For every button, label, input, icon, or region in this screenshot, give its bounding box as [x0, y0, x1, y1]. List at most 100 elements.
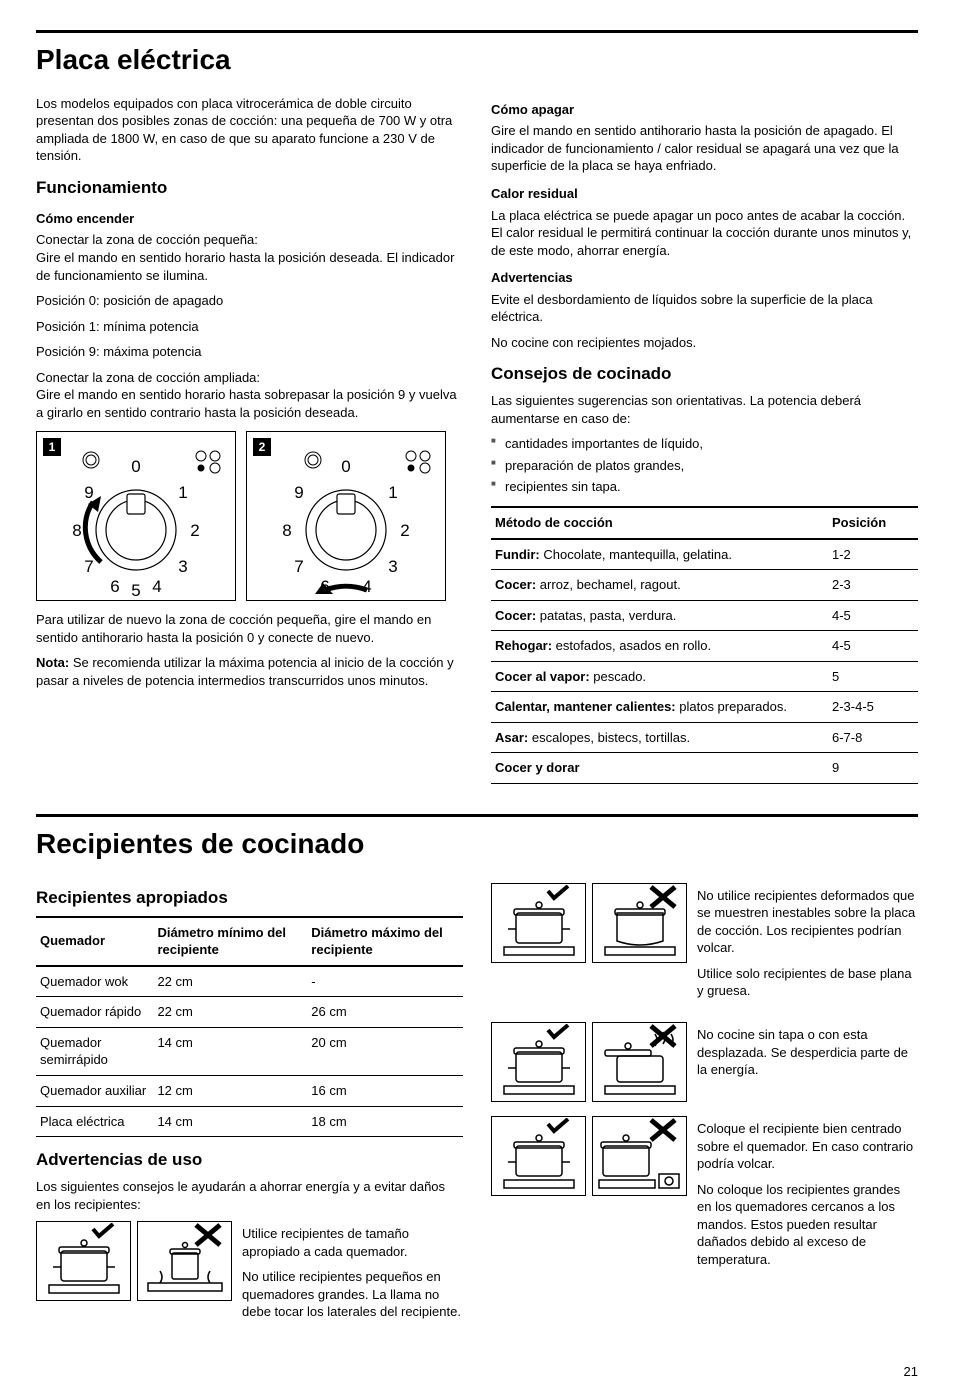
page-number: 21	[36, 1363, 918, 1381]
amp-p2: Gire el mando en sentido horario hasta s…	[36, 386, 463, 421]
svg-text:2: 2	[400, 521, 409, 540]
position-cell: 4-5	[828, 600, 918, 631]
table-row: Quemador wok22 cm-	[36, 966, 463, 997]
tip-row-4: Coloque el recipiente bien centrado sobr…	[491, 1116, 918, 1276]
table-row: Quemador auxiliar12 cm16 cm	[36, 1075, 463, 1106]
tip-row-3: No cocine sin tapa o con esta desplazada…	[491, 1022, 918, 1102]
position-cell: 9	[828, 753, 918, 784]
burner-cell: Placa eléctrica	[36, 1106, 153, 1137]
adv2: No cocine con recipientes mojados.	[491, 334, 918, 352]
section-divider	[36, 30, 918, 33]
amp-p1: Conectar la zona de cocción ampliada:	[36, 369, 463, 387]
svg-text:8: 8	[282, 521, 291, 540]
section2-title: Recipientes de cocinado	[36, 825, 918, 863]
table-row: Cocer: patatas, pasta, verdura.4-5	[491, 600, 918, 631]
burner-cell: Quemador auxiliar	[36, 1075, 153, 1106]
burner-cell: 14 cm	[153, 1027, 307, 1075]
burner-cell: 12 cm	[153, 1075, 307, 1106]
table-row: Cocer al vapor: pescado.5	[491, 661, 918, 692]
dial-2-badge: 2	[253, 438, 271, 456]
svg-text:5: 5	[131, 581, 140, 598]
dial-1-badge: 1	[43, 438, 61, 456]
h-funcionamiento: Funcionamiento	[36, 177, 463, 200]
burner-table: Quemador Diámetro mínimo del recipiente …	[36, 916, 463, 1137]
table-row: Rehogar: estofados, asados en rollo.4-5	[491, 631, 918, 662]
section2-left-col: Recipientes apropiados Quemador Diámetro…	[36, 875, 463, 1343]
tip-row-2: No utilice recipientes deformados que se…	[491, 883, 918, 1008]
intro-text: Los modelos equipados con placa vitrocer…	[36, 95, 463, 165]
burner-cell: 26 cm	[307, 997, 463, 1028]
dial-1-icon: 0 1 2 3 4 5 6 7 8 9	[43, 442, 229, 598]
table-row: Fundir: Chocolate, mantequilla, gelatina…	[491, 539, 918, 570]
svg-text:1: 1	[178, 483, 187, 502]
th-metodo: Método de cocción	[491, 507, 828, 539]
method-cell: Calentar, mantener calientes: platos pre…	[491, 692, 828, 723]
nota-label: Nota:	[36, 655, 73, 670]
h-recipientes-apropiados: Recipientes apropiados	[36, 887, 463, 910]
after-dial-text: Para utilizar de nuevo la zona de cocció…	[36, 611, 463, 646]
method-cell: Cocer: patatas, pasta, verdura.	[491, 600, 828, 631]
off-text: Gire el mando en sentido antihorario has…	[491, 122, 918, 175]
table-row: Quemador rápido22 cm26 cm	[36, 997, 463, 1028]
svg-text:9: 9	[294, 483, 303, 502]
nota-text: Se recomienda utilizar la máxima potenci…	[36, 655, 454, 688]
h-apagar: Cómo apagar	[491, 101, 918, 119]
th-posicion: Posición	[828, 507, 918, 539]
dial-1-box: 1 0 1 2 3 4 5 6 7	[36, 431, 236, 601]
method-cell: Cocer al vapor: pescado.	[491, 661, 828, 692]
method-cell: Rehogar: estofados, asados en rollo.	[491, 631, 828, 662]
table-row: Quemador semirrápido14 cm20 cm	[36, 1027, 463, 1075]
svg-text:4: 4	[152, 577, 161, 596]
table-row: Asar: escalopes, bistecs, tortillas.6-7-…	[491, 722, 918, 753]
th-quemador: Quemador	[36, 917, 153, 966]
tip2-no-icon	[592, 883, 687, 963]
burner-cell: 14 cm	[153, 1106, 307, 1137]
section1-title: Placa eléctrica	[36, 41, 918, 79]
tip3-no-icon	[592, 1022, 687, 1102]
svg-text:7: 7	[294, 557, 303, 576]
svg-text:3: 3	[178, 557, 187, 576]
position-cell: 2-3	[828, 570, 918, 601]
res-text: La placa eléctrica se puede apagar un po…	[491, 207, 918, 260]
tip4b: No coloque los recipientes grandes en lo…	[697, 1181, 918, 1269]
h-advertencias-uso: Advertencias de uso	[36, 1149, 463, 1172]
tip4-yes-icon	[491, 1116, 586, 1196]
table-row: Cocer: arroz, bechamel, ragout.2-3	[491, 570, 918, 601]
burner-cell: 20 cm	[307, 1027, 463, 1075]
svg-text:8: 8	[72, 521, 81, 540]
svg-text:3: 3	[388, 557, 397, 576]
burner-cell: Quemador semirrápido	[36, 1027, 153, 1075]
tip3: No cocine sin tapa o con esta desplazada…	[697, 1026, 918, 1079]
svg-text:9: 9	[84, 483, 93, 502]
method-cell: Asar: escalopes, bistecs, tortillas.	[491, 722, 828, 753]
cons-bullets: cantidades importantes de líquido, prepa…	[491, 435, 918, 496]
method-cell: Fundir: Chocolate, mantequilla, gelatina…	[491, 539, 828, 570]
section2-divider	[36, 814, 918, 817]
tip3-yes-icon	[491, 1022, 586, 1102]
on-p1: Conectar la zona de cocción pequeña:	[36, 231, 463, 249]
burner-cell: 18 cm	[307, 1106, 463, 1137]
position-cell: 5	[828, 661, 918, 692]
position-cell: 4-5	[828, 631, 918, 662]
tip1a: Utilice recipientes de tamaño apropiado …	[242, 1225, 463, 1260]
adv1: Evite el desbordamiento de líquidos sobr…	[491, 291, 918, 326]
h-encender: Cómo encender	[36, 210, 463, 228]
section2-right-col: No utilice recipientes deformados que se…	[491, 875, 918, 1343]
h-calor-residual: Calor residual	[491, 185, 918, 203]
burner-cell: 22 cm	[153, 997, 307, 1028]
bullet-1: cantidades importantes de líquido,	[491, 435, 918, 453]
table-row: Calentar, mantener calientes: platos pre…	[491, 692, 918, 723]
position-cell: 1-2	[828, 539, 918, 570]
tip1-no-icon	[137, 1221, 232, 1301]
th-min: Diámetro mínimo del recipiente	[153, 917, 307, 966]
table-row: Cocer y dorar9	[491, 753, 918, 784]
svg-text:1: 1	[388, 483, 397, 502]
section1-left-col: Los modelos equipados con placa vitrocer…	[36, 91, 463, 784]
adv-uso-text: Los siguientes consejos le ayudarán a ah…	[36, 1178, 463, 1213]
tip4-no-icon	[592, 1116, 687, 1196]
h-advertencias: Advertencias	[491, 269, 918, 287]
burner-cell: 16 cm	[307, 1075, 463, 1106]
burner-cell: Quemador wok	[36, 966, 153, 997]
svg-text:0: 0	[341, 457, 350, 476]
position-cell: 2-3-4-5	[828, 692, 918, 723]
